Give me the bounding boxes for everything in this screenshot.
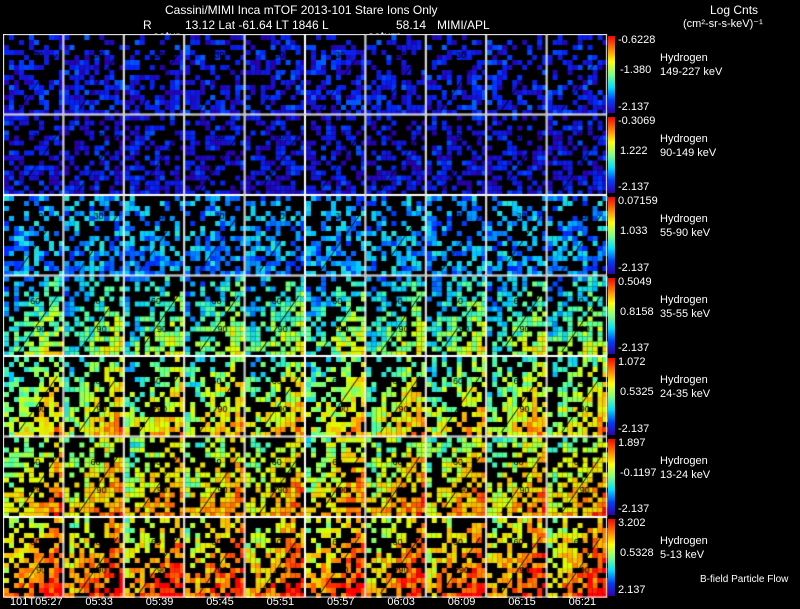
scale-min-label: 2.137: [618, 583, 646, 596]
time-tick-label: 06:03: [387, 596, 415, 608]
scale-mid-label: 1.033: [620, 225, 648, 238]
energy-label: 5-13 keV: [660, 549, 705, 562]
scale-mid-label: 0.5328: [620, 547, 654, 560]
scale-max-label: 1.072: [618, 356, 646, 368]
color-scale-bar: [608, 438, 615, 515]
energy-label: 13-24 keV: [660, 468, 711, 481]
scale-max-label: 0.5049: [618, 275, 652, 288]
color-scale-bar: [608, 197, 615, 274]
color-scale-bar: [608, 36, 615, 113]
scale-max-label: -0.6228: [618, 34, 656, 46]
scale-mid-label: 1.222: [620, 144, 648, 157]
time-tick-label: 05:39: [145, 596, 174, 608]
scale-min-label: -2.137: [618, 503, 650, 515]
extra-value: 58.14: [396, 18, 427, 32]
scale-min-label: -2.137: [618, 261, 650, 274]
energy-label: 149-227 keV: [660, 66, 723, 79]
color-scale-bar: [608, 277, 615, 354]
time-tick-label: 06:15: [508, 596, 536, 608]
log-counts-title: Log Cnts: [710, 3, 759, 17]
species-label: Hydrogen: [660, 374, 708, 387]
scale-mid-label: -1.380: [620, 64, 652, 77]
plot-title: Cassini/MIMI Inca mTOF 2013-101 Stare Io…: [165, 3, 438, 17]
log-counts-units: (cm²-sr-s-keV)⁻¹: [683, 18, 763, 30]
scale-min-label: -2.137: [618, 422, 650, 435]
scale-max-label: -0.3069: [618, 114, 656, 127]
scale-min-label: -2.137: [618, 342, 650, 354]
color-scale-bar: [608, 358, 615, 435]
species-label: Hydrogen: [660, 213, 708, 226]
species-label: Hydrogen: [660, 535, 708, 548]
credit-label: MIMI/APL: [437, 18, 490, 32]
scale-mid-label: 0.5325: [620, 386, 654, 399]
footer-note: B-field Particle Flow: [700, 574, 789, 585]
species-label: Hydrogen: [660, 132, 708, 145]
energy-label: 24-35 keV: [660, 388, 711, 401]
color-scale-bar: [608, 519, 615, 596]
scale-mid-label: -0.1197: [620, 466, 657, 479]
image-panel-grid: [3, 34, 608, 598]
time-tick-label: 101T05:27: [10, 596, 63, 608]
color-scale-bar: [608, 116, 615, 193]
energy-label: 55-90 keV: [660, 227, 711, 240]
time-tick-label: 06:09: [447, 596, 476, 608]
species-label: Hydrogen: [660, 52, 708, 65]
position-info: 13.12 Lat -61.64 LT 1846 L: [185, 18, 329, 32]
species-label: Hydrogen: [660, 293, 708, 306]
time-tick-label: 06:21: [568, 596, 597, 608]
scale-max-label: 0.07159: [618, 195, 658, 207]
energy-label: 90-149 keV: [660, 146, 717, 159]
scale-mid-label: 0.8158: [620, 305, 654, 318]
scale-min-label: -2.137: [618, 100, 650, 113]
time-tick-label: 05:57: [327, 596, 355, 608]
time-tick-label: 05:45: [206, 596, 234, 608]
time-tick-label: 05:51: [266, 596, 295, 608]
r-label: R: [143, 18, 152, 32]
time-tick-label: 05:33: [85, 596, 113, 608]
scale-max-label: 1.897: [618, 436, 646, 449]
scale-max-label: 3.202: [618, 517, 646, 529]
species-label: Hydrogen: [660, 454, 708, 467]
energy-label: 35-55 keV: [660, 307, 711, 320]
scale-min-label: -2.137: [618, 181, 650, 193]
